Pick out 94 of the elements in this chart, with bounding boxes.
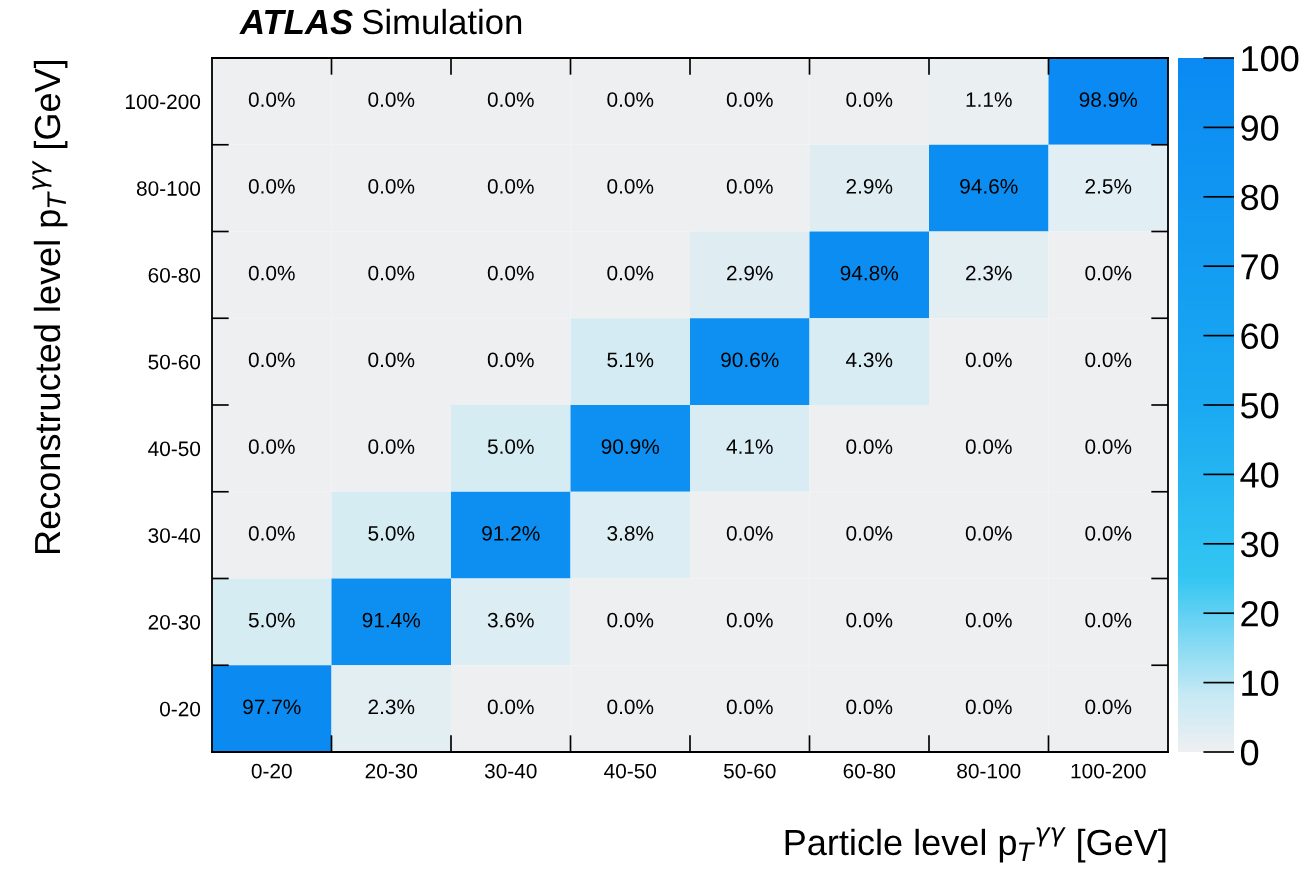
- x-tick-label: 80-100: [957, 763, 1021, 779]
- data-label: 2.9%: [727, 265, 773, 281]
- color-bar-label: 90: [1241, 115, 1279, 141]
- data-label: 0.0%: [726, 525, 773, 541]
- data-label: 0.0%: [965, 439, 1012, 454]
- data-label: 0.0%: [1085, 352, 1132, 368]
- data-label: 0.0%: [1085, 612, 1132, 628]
- data-label: 3.6%: [487, 612, 534, 628]
- y-axis-title: Reconstructed level p$_{T}$$^{γγ}$ [GeV]: [32, 60, 68, 554]
- data-label: 0.0%: [1085, 265, 1132, 281]
- color-bar-label: 30: [1240, 531, 1279, 558]
- data-label: 3.8%: [607, 525, 654, 541]
- data-label: 0.0%: [1085, 525, 1132, 541]
- y-tick-label: 50-60: [148, 354, 201, 370]
- data-label: 98.9%: [1079, 92, 1138, 107]
- color-bar-label: 0: [1240, 739, 1259, 766]
- data-label: 0.0%: [368, 265, 415, 281]
- y-tick-label: 40-50: [148, 441, 201, 457]
- data-label: 0.0%: [1085, 439, 1132, 454]
- data-label: 5.0%: [487, 439, 534, 454]
- data-label: 0.0%: [487, 352, 534, 368]
- x-tick-label: 30-40: [484, 763, 537, 779]
- data-label: 0.0%: [726, 178, 773, 194]
- color-bar-label: 60: [1241, 323, 1279, 350]
- data-label: 0.0%: [1085, 699, 1132, 715]
- y-tick-label: 80-100: [136, 181, 201, 196]
- data-label: 0.0%: [846, 612, 893, 628]
- y-tick-label: 100-200: [126, 94, 201, 110]
- data-label: 0.0%: [368, 92, 415, 107]
- data-label: 0.0%: [607, 265, 654, 281]
- data-label: 0.0%: [248, 525, 295, 541]
- x-tick-label: 40-50: [604, 763, 657, 779]
- chart-title: ATLAS Simulation: [239, 8, 522, 35]
- data-label: 0.0%: [368, 178, 415, 194]
- data-label: 0.0%: [607, 699, 654, 715]
- color-bar-label: 50: [1241, 392, 1279, 419]
- data-label: 0.0%: [248, 178, 295, 194]
- color-bar-label: 100: [1242, 45, 1299, 72]
- data-label: 91.2%: [482, 525, 540, 541]
- data-label: 0.0%: [965, 612, 1012, 628]
- data-label: 1.1%: [966, 92, 1012, 107]
- data-label: 2.3%: [966, 265, 1012, 281]
- data-label: 0.0%: [965, 699, 1012, 715]
- data-label: 0.0%: [368, 352, 415, 368]
- data-label: 0.0%: [965, 525, 1012, 541]
- data-label: 0.0%: [487, 92, 534, 107]
- y-tick-label: 60-80: [148, 267, 201, 283]
- color-bar-label: 20: [1241, 601, 1279, 627]
- data-label: 0.0%: [607, 92, 654, 107]
- color-bar-label: 10: [1242, 670, 1279, 697]
- data-label: 0.0%: [248, 352, 295, 368]
- data-label: 0.0%: [846, 699, 893, 715]
- data-label: 0.0%: [368, 439, 415, 454]
- data-label: 0.0%: [965, 352, 1012, 368]
- data-label: 0.0%: [607, 612, 654, 628]
- y-tick-label: 30-40: [148, 528, 201, 543]
- y-tick-label: 20-30: [148, 614, 201, 630]
- data-label: 2.5%: [1085, 178, 1132, 194]
- data-label: 5.0%: [368, 525, 415, 541]
- data-label: 91.4%: [362, 612, 421, 628]
- data-label: 90.6%: [721, 352, 779, 368]
- data-label: 5.0%: [248, 612, 295, 628]
- color-bar-label: 70: [1241, 254, 1279, 280]
- data-label: 94.8%: [840, 265, 899, 281]
- data-label: 2.9%: [846, 178, 893, 194]
- y-tick-label: 0-20: [160, 701, 201, 717]
- data-label: 0.0%: [248, 92, 295, 107]
- color-bar-label: 80: [1241, 184, 1279, 211]
- data-label: 97.7%: [243, 699, 301, 715]
- color-bar-label: 40: [1240, 462, 1279, 488]
- x-axis-title: Particle level p$_{T}$$^{γγ}$ [GeV]: [785, 827, 1166, 863]
- data-label: 0.0%: [846, 525, 893, 541]
- x-tick-label: 0-20: [251, 763, 292, 779]
- data-label: 5.1%: [607, 352, 654, 368]
- data-label: 0.0%: [248, 265, 295, 281]
- data-label: 0.0%: [487, 265, 534, 281]
- x-tick-label: 20-30: [365, 763, 418, 779]
- data-label: 2.3%: [368, 699, 415, 715]
- data-label: 0.0%: [726, 92, 773, 107]
- data-label: 0.0%: [607, 178, 654, 194]
- data-label: 0.0%: [726, 612, 773, 628]
- x-tick-label: 50-60: [723, 763, 776, 779]
- data-label: 0.0%: [248, 439, 295, 454]
- data-label: 0.0%: [846, 92, 893, 107]
- data-label: 4.1%: [726, 439, 773, 454]
- x-tick-label: 100-200: [1071, 763, 1146, 779]
- data-label: 4.3%: [845, 352, 893, 368]
- data-label: 0.0%: [726, 699, 773, 715]
- data-label: 0.0%: [487, 178, 534, 194]
- data-label: 90.9%: [601, 439, 660, 454]
- x-tick-label: 60-80: [843, 763, 896, 779]
- data-label: 0.0%: [846, 439, 893, 454]
- data-label: 0.0%: [487, 699, 534, 715]
- data-label: 94.6%: [960, 178, 1018, 194]
